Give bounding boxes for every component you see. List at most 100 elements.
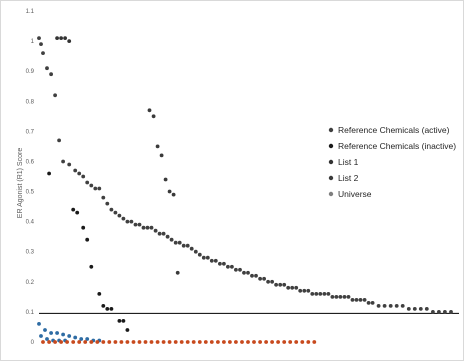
series-0-point-31 [161,231,166,236]
series-6-point-42 [294,340,299,344]
series-6-point-27 [203,340,208,344]
series-0-point-43 [209,258,214,263]
series-0-point-40 [197,252,202,257]
series-0-point-85 [382,304,387,308]
series-0-point-57 [266,279,270,284]
series-0-point-0 [37,36,41,40]
series-0-point-78 [350,298,355,302]
series-0-point-64 [294,285,299,290]
series-6-point-1 [47,340,51,344]
series-5-point-7 [79,337,84,341]
series-0-point-14 [93,186,98,191]
series-6-point-3 [59,340,63,344]
legend-marker-4 [328,191,334,197]
legend-marker-3 [328,175,334,181]
series-0-point-73 [330,295,335,299]
legend-marker-2 [328,159,334,165]
series-0-point-67 [306,288,311,293]
series-0-point-88 [400,304,405,308]
series-6-point-24 [185,340,190,344]
series-6-point-28 [209,340,214,344]
series-0-point-93 [431,310,435,314]
series-0-point-86 [388,304,393,308]
series-0-point-47 [226,264,230,269]
series-6-point-43 [300,340,305,344]
y-axis-title: ER Agonist (R1) Score [17,148,24,219]
series-0-point-96 [449,310,453,314]
series-1-point-9 [109,307,114,311]
series-0-point-41 [201,255,206,260]
series-0-point-22 [125,219,130,224]
series-6-point-26 [197,340,202,344]
series-0-point-34 [173,240,178,245]
series-6-point-18 [149,340,154,344]
series-5-point-6 [73,335,78,340]
series-0-point-54 [254,273,258,278]
series-5-point-5 [67,334,72,338]
series-6-point-25 [191,340,196,344]
series-0-point-20 [117,213,122,218]
legend-label-4: Universe [338,189,372,199]
series-0-point-26 [141,225,146,230]
series-0-point-12 [85,180,90,185]
series-0-point-36 [181,243,186,248]
series-0-point-65 [298,288,303,293]
series-1-point-2 [75,210,80,215]
series-6-point-35 [252,340,256,344]
series-0-point-89 [406,307,411,311]
series-6-point-2 [53,340,57,344]
series-6-point-8 [89,340,94,344]
series-6-point-19 [155,340,160,344]
series-0-point-95 [443,310,447,314]
series-1-point-0 [47,171,51,176]
y-tick-label-7: 0.7 [26,129,35,135]
series-1-point-10 [117,319,122,323]
series-2-point-0 [55,36,59,40]
series-0-point-23 [129,219,134,224]
series-0-point-75 [338,295,343,299]
series-0-point-62 [286,285,291,290]
series-0-point-30 [157,231,162,236]
series-3-point-3 [159,153,164,158]
y-axis: 0 0.1 0.2 0.3 0.4 0.5 0.6 0.7 0.8 0.9 1 1.1 [26,9,35,346]
series-0-point-61 [282,282,287,287]
series-0-point-48 [230,264,234,269]
series-0-point-74 [334,295,339,299]
series-0-point-21 [121,216,126,221]
series-0-point-53 [250,273,254,278]
series-0-point-49 [234,267,238,272]
series-0-point-70 [318,292,323,296]
series-0-point-76 [342,295,347,299]
series-0-point-10 [77,171,82,176]
series-6-point-44 [306,340,311,344]
legend: Reference Chemicals (active) Reference Ch… [328,125,456,199]
series-3-point-5 [167,189,172,194]
series-0-point-28 [149,225,154,230]
series-0-point-55 [258,276,262,281]
series-0-point-83 [370,301,375,305]
series-0-point-6 [57,138,61,143]
series-6-point-23 [179,340,184,344]
series-6-point-7 [83,340,88,344]
series-6-point-10 [101,340,106,344]
legend-marker-0 [328,127,334,133]
series-6-point-36 [258,340,262,344]
series-5-point-0 [37,322,41,326]
series-6-point-5 [71,340,76,344]
series-1-point-6 [97,292,102,296]
series-6-point-0 [41,340,45,344]
series-6-point-29 [216,340,220,344]
series-1-point-4 [85,237,90,242]
series-0-point-38 [189,246,194,251]
series-6-point-12 [113,340,118,344]
y-tick-label-4: 0.4 [26,220,35,226]
series-6-point-16 [137,340,142,344]
series-0-point-90 [412,307,417,311]
series-0-point-92 [424,307,429,311]
series-0-point-50 [238,267,242,272]
series-3-point-2 [155,144,160,149]
series-6-point-38 [270,340,274,344]
series-6-point-21 [167,340,172,344]
series-6-point-6 [77,340,82,344]
